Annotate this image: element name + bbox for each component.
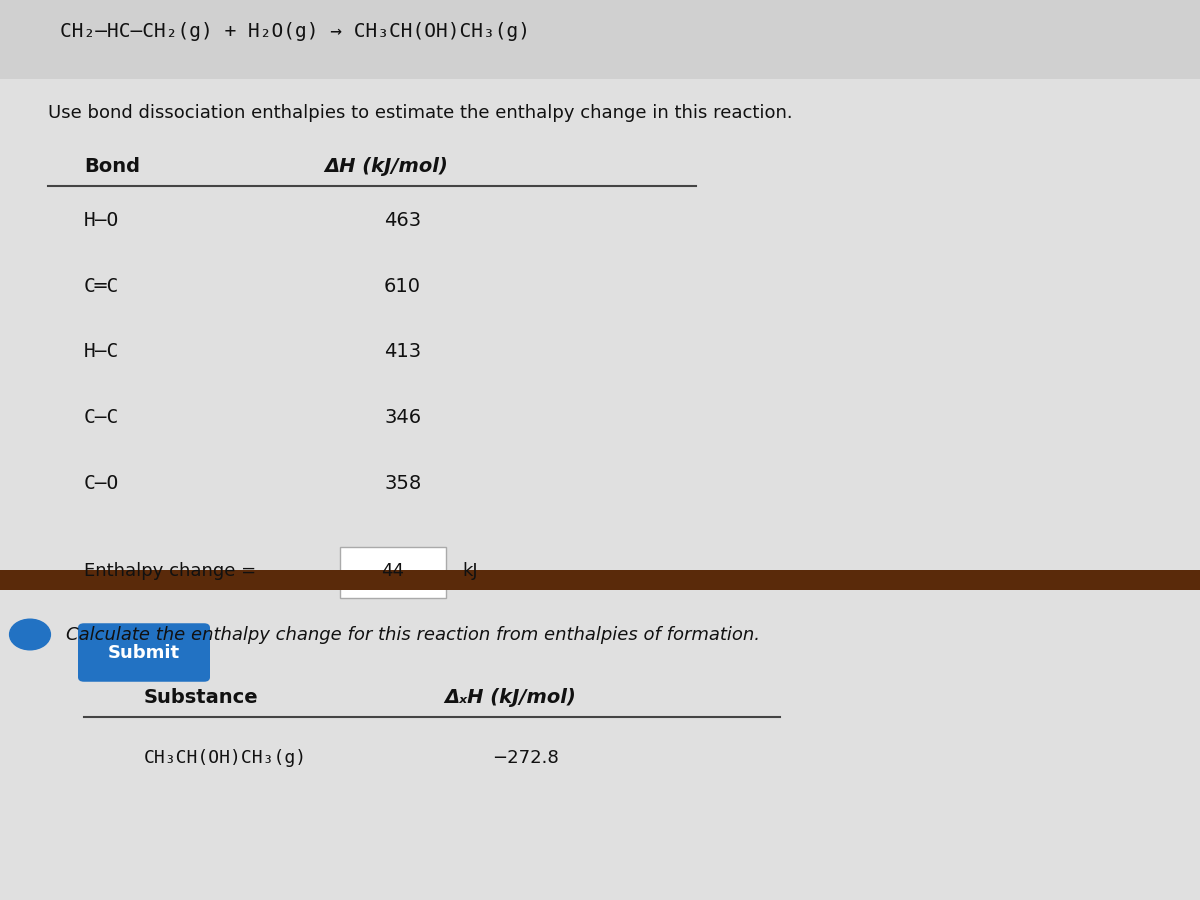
FancyBboxPatch shape bbox=[0, 570, 1200, 590]
Text: Enthalpy change =: Enthalpy change = bbox=[84, 562, 256, 580]
Text: Substance: Substance bbox=[144, 688, 259, 707]
Text: 358: 358 bbox=[384, 473, 421, 493]
FancyBboxPatch shape bbox=[78, 623, 210, 682]
Text: 346: 346 bbox=[384, 408, 421, 427]
Text: 610: 610 bbox=[384, 276, 421, 296]
Text: C—C: C—C bbox=[84, 408, 119, 427]
Text: CH₂—HC—CH₂(g) + H₂O(g) → CH₃CH(OH)CH₃(g): CH₂—HC—CH₂(g) + H₂O(g) → CH₃CH(OH)CH₃(g) bbox=[60, 22, 530, 41]
Text: C—O: C—O bbox=[84, 473, 119, 493]
Text: CH₃CH(OH)CH₃(g): CH₃CH(OH)CH₃(g) bbox=[144, 749, 307, 767]
Text: ΔH (kJ/mol): ΔH (kJ/mol) bbox=[324, 157, 448, 176]
FancyBboxPatch shape bbox=[340, 547, 446, 598]
Text: Submit: Submit bbox=[108, 644, 180, 662]
Text: H—C: H—C bbox=[84, 342, 119, 362]
Text: 413: 413 bbox=[384, 342, 421, 362]
Text: Bond: Bond bbox=[84, 157, 140, 176]
Text: ΔₓH (kJ/mol): ΔₓH (kJ/mol) bbox=[444, 688, 576, 707]
Text: C═C: C═C bbox=[84, 276, 119, 296]
Text: 463: 463 bbox=[384, 211, 421, 230]
Circle shape bbox=[10, 619, 50, 650]
Text: kJ: kJ bbox=[462, 562, 478, 580]
FancyBboxPatch shape bbox=[0, 0, 1200, 79]
Text: Use bond dissociation enthalpies to estimate the enthalpy change in this reactio: Use bond dissociation enthalpies to esti… bbox=[48, 104, 793, 122]
Text: 44: 44 bbox=[382, 562, 404, 580]
Text: H—O: H—O bbox=[84, 211, 119, 230]
Text: Calculate the enthalpy change for this reaction from enthalpies of formation.: Calculate the enthalpy change for this r… bbox=[66, 626, 760, 644]
Text: −272.8: −272.8 bbox=[492, 749, 559, 767]
